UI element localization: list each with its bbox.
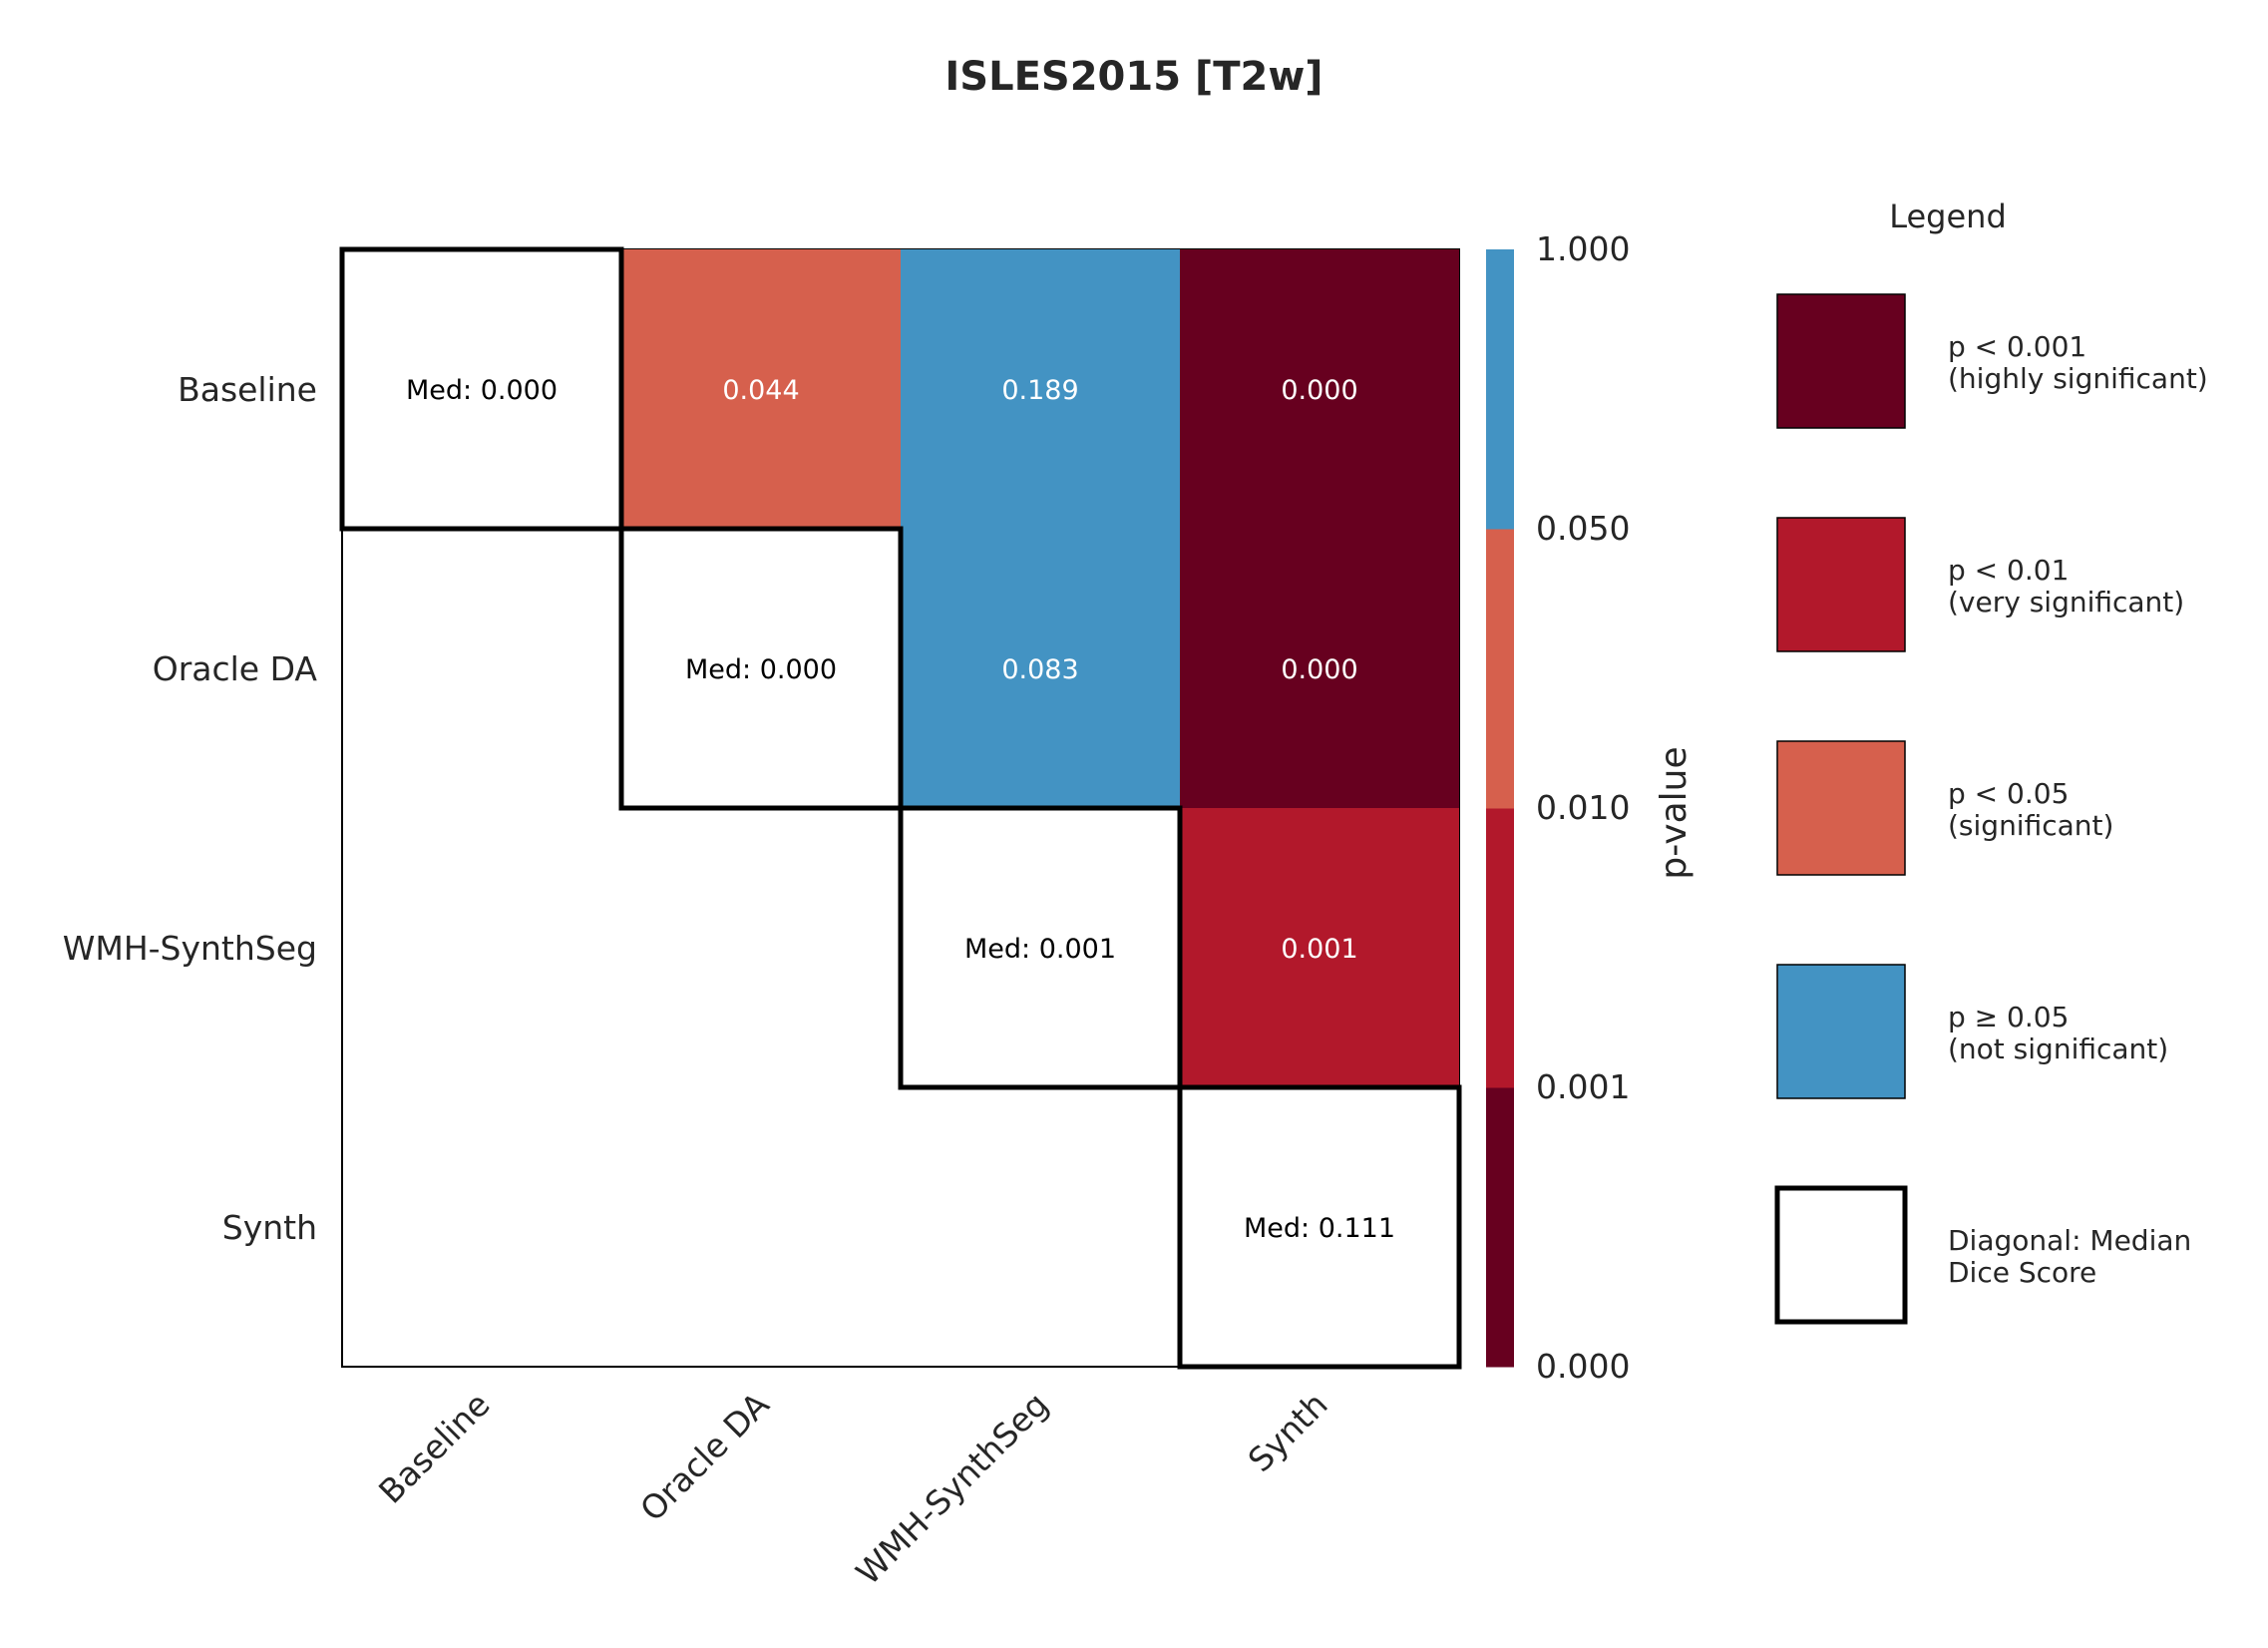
legend-swatch [1776,964,1906,1099]
colorbar-tick-label: 0.001 [1536,1067,1630,1106]
column-label: Synth [1241,1385,1335,1479]
legend-swatch [1774,1185,1908,1325]
legend: p < 0.001(highly significant) p < 0.01(ve… [1774,293,2208,1325]
row-label: Oracle DA [153,649,318,688]
diagonal-cell [1177,1084,1462,1370]
heatmap-cell [1180,808,1459,1087]
legend-swatch [1776,517,1906,652]
cell-value-label: 0.044 [722,375,799,406]
colorbar-tick-label: 0.010 [1536,788,1630,827]
cell-value-label: 0.001 [1281,934,1357,965]
legend-label: (not significant) [1948,1032,2168,1065]
legend-label: Dice Score [1948,1256,2096,1289]
column-label: Oracle DA [632,1385,777,1529]
diagonal-median-label: Med: 0.111 [1244,1213,1395,1244]
legend-label: (highly significant) [1948,362,2208,395]
row-labels: Baseline Oracle DA WMH-SynthSeg Synth [63,370,318,1247]
legend-label: p < 0.001 [1948,330,2086,363]
column-labels: Baseline Oracle DA WMH-SynthSeg Synth [371,1385,1335,1592]
heatmap-cell [901,249,1180,529]
heatmap-cell [621,249,901,529]
legend-swatch [1776,740,1906,876]
diagonal-cell [618,526,904,811]
diagonal-cell [339,246,624,532]
colorbar: 0.000 0.001 0.010 0.050 1.000 [1486,229,1630,1386]
column-label: WMH-SynthSeg [849,1385,1056,1592]
colorbar-band [1486,808,1514,1088]
chart-title: ISLES2015 [T2w] [945,54,1323,100]
heatmap-cell [901,529,1180,808]
diagonal-median-label: Med: 0.000 [685,654,837,685]
row-label: Baseline [178,370,317,409]
colorbar-band [1486,249,1514,530]
colorbar-tick-label: 0.050 [1536,509,1630,548]
legend-title: Legend [1889,198,2007,235]
diagonal-cell [898,805,1183,1090]
legend-label: (very significant) [1948,586,2184,618]
legend-swatch [1776,293,1906,429]
diagonal-median-label: Med: 0.001 [964,934,1116,965]
heatmap-cell [1180,529,1459,808]
heatmap-cell [1180,249,1459,529]
legend-label: (significant) [1948,809,2113,842]
legend-label: p ≥ 0.05 [1948,1001,2069,1033]
diagonal-median-label: Med: 0.000 [406,375,558,406]
cell-value-label: 0.000 [1281,654,1357,685]
colorbar-tick-label: 1.000 [1536,229,1630,268]
legend-label: Diagonal: Median [1948,1224,2191,1257]
column-label: Baseline [371,1385,498,1511]
colorbar-band [1486,529,1514,809]
cell-value-label: 0.189 [1001,375,1078,406]
row-label: WMH-SynthSeg [63,929,317,968]
legend-label: p < 0.01 [1948,554,2069,587]
cell-value-label: 0.000 [1281,375,1357,406]
row-label: Synth [222,1208,317,1247]
heatmap-cells: 0.044 0.189 0.000 0.083 0.000 0.001 [341,248,1460,1368]
cell-value-label: 0.083 [1001,654,1078,685]
colorbar-band [1486,1087,1514,1368]
colorbar-tick-label: 0.000 [1536,1347,1630,1386]
legend-label: p < 0.05 [1948,777,2069,810]
colorbar-label: p-value [1654,746,1695,879]
diagonal-cells: Med: 0.000 Med: 0.000 Med: 0.001 Med: 0.111 [339,246,1462,1370]
